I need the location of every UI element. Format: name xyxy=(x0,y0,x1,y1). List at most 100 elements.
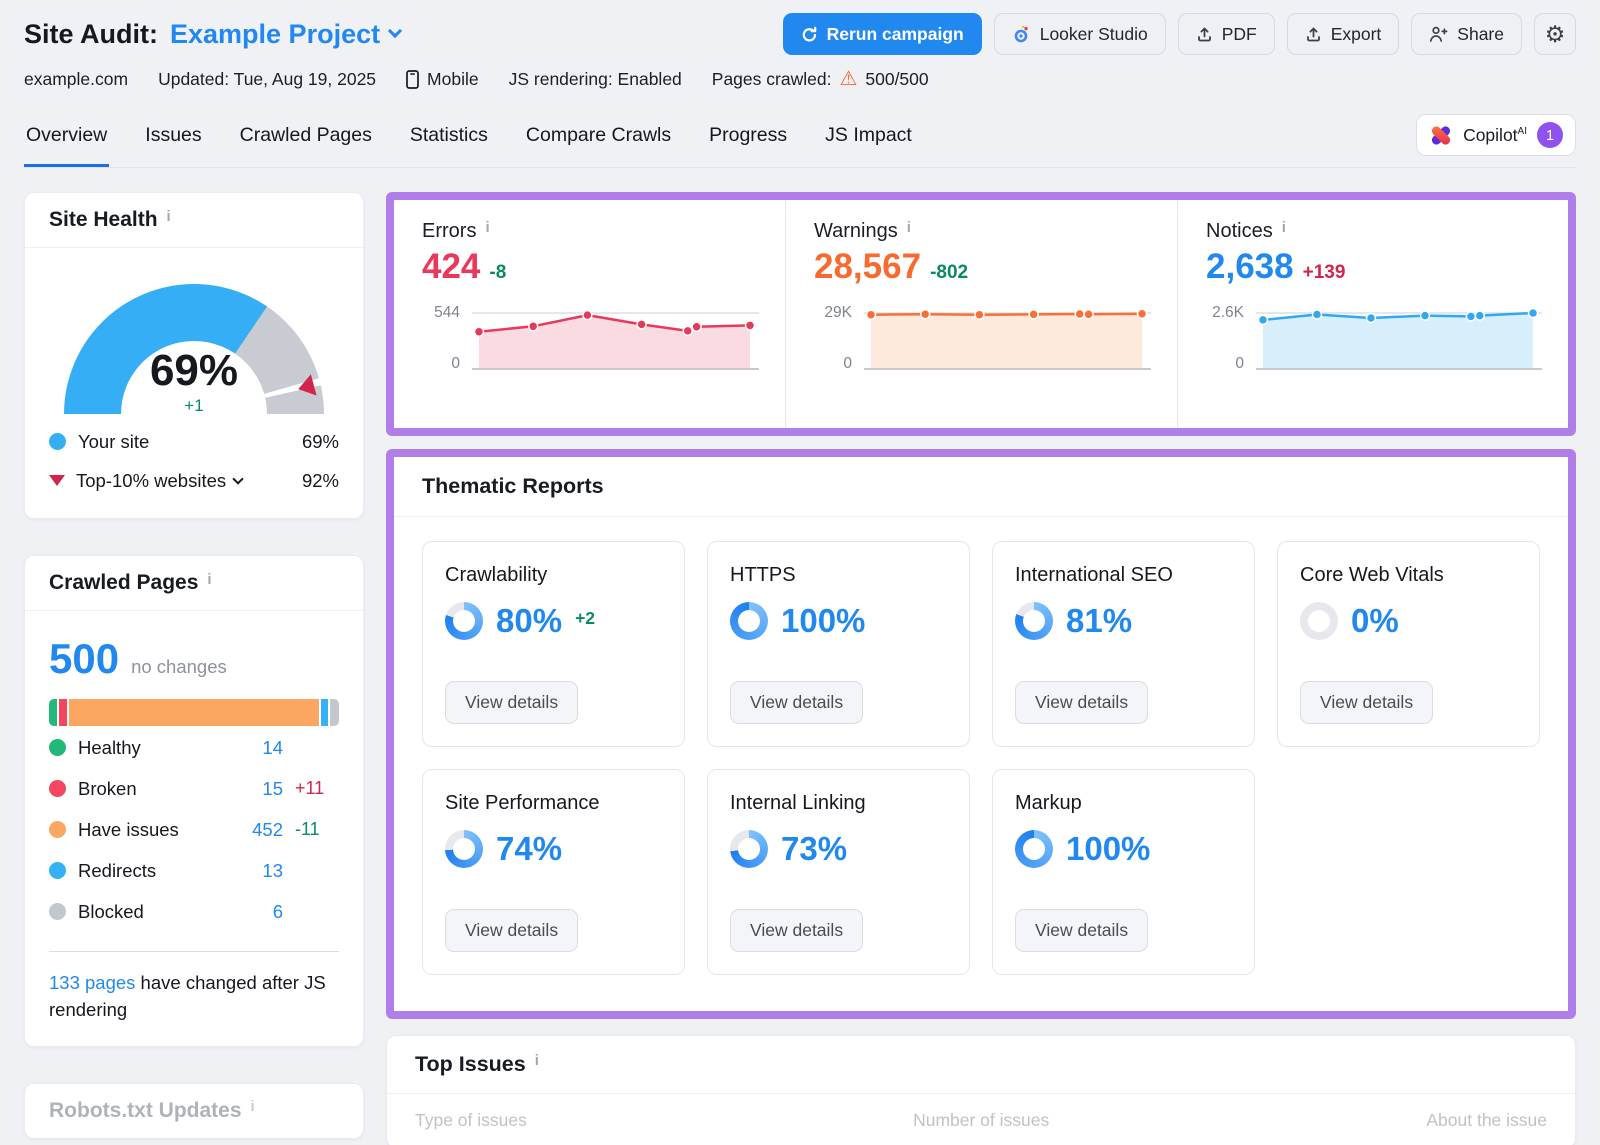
thematic-card-markup: Markup 100% View details xyxy=(992,769,1255,975)
js-rendering-note: 133 pages have changed after JS renderin… xyxy=(49,972,326,1020)
column-about-the-issue: About the issue xyxy=(1426,1110,1547,1130)
errors-value[interactable]: 424 xyxy=(422,247,481,286)
thematic-card-crawlability: Crawlability 80% +2 View details xyxy=(422,541,685,747)
info-icon[interactable]: i xyxy=(1281,219,1286,236)
thematic-card-internal-linking: Internal Linking 73% View details xyxy=(707,769,970,975)
notices-sparkline xyxy=(1256,295,1542,379)
warning-icon: ⚠ xyxy=(839,67,858,90)
orange-dot-icon xyxy=(49,821,66,838)
info-icon[interactable]: i xyxy=(207,570,212,588)
site-health-delta: +1 xyxy=(184,396,204,415)
pages-crawled: Pages crawled: ⚠ 500/500 xyxy=(711,67,929,90)
tab-statistics[interactable]: Statistics xyxy=(409,124,488,146)
view-details-button[interactable]: View details xyxy=(445,909,579,952)
warnings-value[interactable]: 28,567 xyxy=(814,247,922,286)
warnings-y-axis: 29K 0 xyxy=(824,304,852,372)
rerun-campaign-button[interactable]: Rerun campaign xyxy=(782,13,982,55)
view-details-button[interactable]: View details xyxy=(730,909,864,952)
looker-studio-button[interactable]: Looker Studio xyxy=(993,13,1166,55)
updated-label: Updated: Tue, Aug 19, 2025 xyxy=(158,69,377,89)
device-label: Mobile xyxy=(406,69,479,90)
top-issues-header-row: Type of issues Number of issues About th… xyxy=(387,1093,1575,1145)
bar-segment-blocked xyxy=(330,699,339,726)
top-issues-card: Top Issues i Type of issues Number of is… xyxy=(386,1035,1576,1145)
pages-crawled-value: 500/500 xyxy=(865,69,929,89)
header-meta: example.com Updated: Tue, Aug 19, 2025 M… xyxy=(24,69,1576,90)
tab-bar: Overview Issues Crawled Pages Statistics… xyxy=(24,110,1576,168)
top-issues-title: Top Issues xyxy=(415,1052,526,1076)
donut-chart xyxy=(1015,830,1053,868)
thematic-reports-annotation-box: Thematic Reports Crawlability 80% +2 Vie… xyxy=(386,449,1576,1019)
info-icon[interactable]: i xyxy=(534,1052,539,1069)
mobile-phone-icon xyxy=(406,70,419,89)
errors-y-axis: 544 0 xyxy=(434,304,460,372)
notices-title: Notices xyxy=(1206,220,1273,242)
view-details-button[interactable]: View details xyxy=(1015,909,1149,952)
tab-issues[interactable]: Issues xyxy=(145,124,202,146)
legend-your-site: Your site 69% xyxy=(49,422,339,461)
view-details-button[interactable]: View details xyxy=(1015,681,1149,724)
thematic-reports-title: Thematic Reports xyxy=(422,474,604,498)
notices-delta: +139 xyxy=(1302,262,1346,283)
copilot-button[interactable]: CopilotAI 1 xyxy=(1416,114,1576,156)
thematic-card-site-performance: Site Performance 74% View details xyxy=(422,769,685,975)
column-type-of-issues: Type of issues xyxy=(415,1110,527,1130)
site-health-card: Site Health i 69% +1 xyxy=(24,192,364,519)
upload-icon xyxy=(1306,27,1320,41)
stats-annotation-box: Errors i 424 -8 544 0 xyxy=(386,192,1576,436)
info-icon[interactable]: i xyxy=(906,219,911,236)
copilot-icon xyxy=(1429,123,1453,147)
warnings-delta: -802 xyxy=(930,262,969,283)
chevron-down-icon xyxy=(388,23,403,39)
chevron-down-icon xyxy=(232,472,244,485)
changed-pages-link[interactable]: 133 pages xyxy=(49,972,136,993)
tab-compare-crawls[interactable]: Compare Crawls xyxy=(525,124,672,146)
page-title: Site Audit: xyxy=(24,18,158,49)
share-person-icon xyxy=(1430,26,1448,42)
js-rendering-label: JS rendering: Enabled xyxy=(508,69,682,89)
legend-blocked: Blocked 6 xyxy=(49,892,339,931)
view-details-button[interactable]: View details xyxy=(1300,681,1434,724)
project-selector[interactable]: Example Project xyxy=(170,19,403,50)
share-label: Share xyxy=(1457,23,1504,44)
crawled-pages-note: no changes xyxy=(131,656,227,677)
info-icon[interactable]: i xyxy=(166,207,171,225)
view-details-button[interactable]: View details xyxy=(730,681,864,724)
errors-sparkline xyxy=(472,295,759,379)
site-health-gauge: 69% +1 xyxy=(64,284,324,416)
warnings-panel: Warnings i 28,567 -802 29K 0 xyxy=(785,200,1177,428)
errors-delta: -8 xyxy=(489,262,507,283)
robots-txt-card: Robots.txt Updates i xyxy=(24,1082,364,1139)
bar-segment-redirects xyxy=(320,699,331,726)
errors-title: Errors xyxy=(422,220,477,242)
warnings-sparkline xyxy=(864,295,1151,379)
info-icon[interactable]: i xyxy=(250,1098,255,1116)
thematic-card-https: HTTPS 100% View details xyxy=(707,541,970,747)
legend-broken: Broken 15 +11 xyxy=(49,769,339,808)
tab-overview[interactable]: Overview xyxy=(24,110,110,167)
main-content: Errors i 424 -8 544 0 xyxy=(386,192,1576,1145)
notices-y-axis: 2.6K 0 xyxy=(1212,304,1244,372)
tab-js-impact[interactable]: JS Impact xyxy=(825,124,912,146)
view-details-button[interactable]: View details xyxy=(445,681,579,724)
left-sidebar: Site Health i 69% +1 xyxy=(24,192,364,1139)
bar-segment-broken xyxy=(58,699,70,726)
robots-txt-title: Robots.txt Updates xyxy=(49,1098,242,1122)
donut-chart xyxy=(445,830,483,868)
tab-crawled-pages[interactable]: Crawled Pages xyxy=(239,124,372,146)
export-button[interactable]: Export xyxy=(1286,13,1400,55)
settings-button[interactable]: ⚙ xyxy=(1534,13,1576,55)
rerun-campaign-label: Rerun campaign xyxy=(826,23,964,44)
tab-progress[interactable]: Progress xyxy=(709,124,788,146)
thematic-card-international-seo: International SEO 81% View details xyxy=(992,541,1255,747)
pdf-label: PDF xyxy=(1221,23,1257,44)
pdf-button[interactable]: PDF xyxy=(1177,13,1275,55)
share-button[interactable]: Share xyxy=(1411,13,1522,55)
legend-redirects: Redirects 13 xyxy=(49,851,339,890)
info-icon[interactable]: i xyxy=(485,219,490,236)
header-actions: Rerun campaign Looker Studio PDF Export … xyxy=(782,13,1576,55)
notices-value[interactable]: 2,638 xyxy=(1206,247,1294,286)
legend-have-issues: Have issues 452 -11 xyxy=(49,810,339,849)
legend-top10-websites[interactable]: Top-10% websites 92% xyxy=(49,461,339,500)
crawled-pages-title: Crawled Pages xyxy=(49,571,199,594)
